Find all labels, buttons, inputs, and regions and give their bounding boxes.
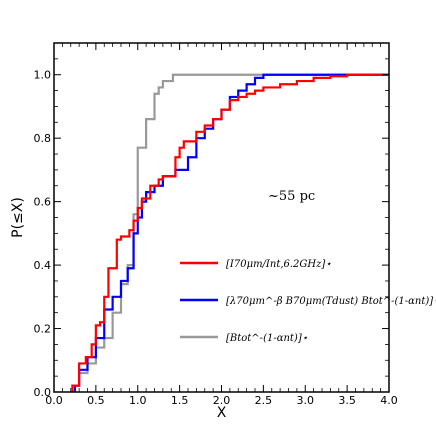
x-tick-label: 0.0 [45, 394, 63, 407]
series-layer [71, 73, 389, 392]
x-tick-label: 3.0 [297, 394, 315, 407]
x-tick-label: 2.5 [255, 394, 273, 407]
legend-label-gray: [Btot^-(1-αnt)]⋆ [226, 333, 308, 344]
legend-label-red: [I70μm/Int,6.2GHz]⋆ [226, 259, 332, 270]
y-tick-label: 1.0 [34, 69, 52, 82]
series-blue-step [73, 73, 389, 392]
x-axis-label: X [217, 405, 227, 421]
y-tick-label: 0.6 [34, 196, 52, 209]
series-red-step [71, 73, 389, 392]
scale-annotation: ~55 pc [268, 189, 315, 204]
x-tick-label: 1.0 [129, 394, 147, 407]
legend-label-blue: [λ70μm^-β B70μm(Tdust) Btot^-(1-αnt)]⋆ [226, 296, 436, 307]
ticks-layer: 0.0 0.5 1.0 1.5 2.0 2.5 3.0 3.5 4.0 0.0 0.2 0.4 0.6 0… [34, 43, 398, 407]
y-tick-label: 0.2 [34, 323, 52, 336]
series-gray-step [71, 73, 389, 392]
y-axis-label: P(≤X) [10, 197, 26, 238]
y-tick-label: 0.0 [34, 386, 52, 399]
x-tick-label: 2.0 [213, 394, 231, 407]
x-tick-label: 3.5 [338, 394, 356, 407]
y-tick-label: 0.8 [34, 132, 52, 145]
x-tick-label: 1.5 [171, 394, 189, 407]
x-tick-label: 0.5 [87, 394, 105, 407]
x-tick-label: 4.0 [380, 394, 398, 407]
y-tick-label: 0.4 [34, 259, 52, 272]
legend: [I70μm/Int,6.2GHz]⋆ [λ70μm^-β B70μm(Tdus… [180, 259, 436, 344]
